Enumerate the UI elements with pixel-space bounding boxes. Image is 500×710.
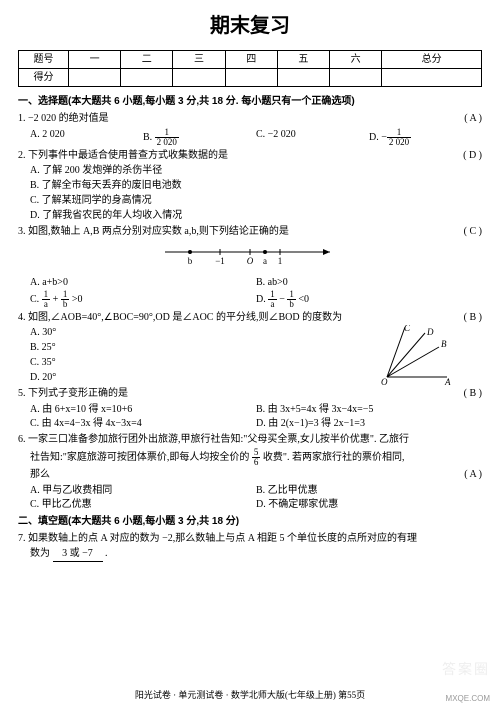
option-c: C. 1a + 1b >0 (30, 290, 256, 309)
col-head: 四 (225, 51, 277, 69)
question-3: 3. 如图,数轴上 A,B 两点分别对应实数 a,b,则下列结论正确的是 ( C… (18, 225, 482, 309)
q-text-line2: 社告知:"家庭旅游可按团体票价,即每人均按全价的 56 收费". 若两家旅行社的… (30, 448, 482, 467)
question-6: 6. 一家三口准备参加旅行团外出旅游,甲旅行社告知:"父母买全票,女儿按半价优惠… (18, 433, 482, 512)
score-cell (173, 69, 225, 87)
page-title: 期末复习 (18, 12, 482, 40)
q-text: 4. 如图,∠AOB=40°,∠BOC=90°,OD 是∠AOC 的平分线,则∠… (18, 311, 342, 325)
col-head: 一 (69, 51, 121, 69)
nl-a: a (263, 256, 267, 266)
score-cell (225, 69, 277, 87)
option-d: D. 了解我省农民的年人均收入情况 (30, 209, 482, 223)
answer: ( B ) (464, 387, 482, 401)
option-a: A. 甲与乙收费相同 (30, 484, 256, 498)
svg-text:D: D (426, 327, 434, 337)
option-b: B. 了解全市每天丢弃的废旧电池数 (30, 179, 482, 193)
score-cell (121, 69, 173, 87)
answer: ( A ) (464, 468, 482, 482)
q-text-line3: 那么 ( A ) (30, 468, 482, 482)
page-footer: 阳光试卷 · 单元测试卷 · 数学北师大版(七年级上册) 第55页 (0, 689, 500, 702)
q-text: 2. 下列事件中最适合使用普查方式收集数据的是 (18, 150, 228, 161)
option-c: C. 了解某班同学的身高情况 (30, 194, 482, 208)
q-text-line1: 6. 一家三口准备参加旅行团外出旅游,甲旅行社告知:"父母买全票,女儿按半价优惠… (18, 433, 482, 447)
answer: ( C ) (464, 225, 482, 239)
option-c: C. 由 4x=4−3x 得 4x−3x=4 (30, 417, 256, 431)
score-cell (382, 69, 482, 87)
nl-m1: −1 (215, 256, 225, 266)
col-head: 二 (121, 51, 173, 69)
watermark: MXQE.COM (446, 693, 490, 704)
col-head: 三 (173, 51, 225, 69)
answer: ( D ) (463, 149, 482, 163)
angle-diagram: C D B O A (377, 325, 452, 390)
option-a: A. 2 020 (30, 128, 143, 147)
option-b: B. 12 020 (143, 128, 256, 147)
question-5: 5. 下列式子变形正确的是 ( B ) A. 由 6+x=10 得 x=10+6… (18, 387, 482, 431)
watermark: 答案圈 (442, 660, 490, 680)
option-b: B. 由 3x+5=4x 得 3x−4x=−5 (256, 403, 482, 417)
option-b: B. ab>0 (256, 276, 482, 290)
q-text-line2: 数为 3 或 −7 . (30, 547, 482, 562)
question-4: 4. 如图,∠AOB=40°,∠BOC=90°,OD 是∠AOC 的平分线,则∠… (18, 311, 482, 385)
svg-text:B: B (441, 339, 447, 349)
col-head: 总分 (382, 51, 482, 69)
fill-blank: 3 或 −7 (53, 547, 103, 562)
section-heading: 二、填空题(本大题共 6 小题,每小题 3 分,共 18 分) (18, 515, 482, 529)
option-c: C. 甲比乙优惠 (30, 498, 256, 512)
option-c: C. −2 020 (256, 128, 369, 147)
section-heading: 一、选择题(本大题共 6 小题,每小题 3 分,共 18 分. 每小题只有一个正… (18, 95, 482, 109)
option-a: A. 了解 200 发炮弹的杀伤半径 (30, 164, 482, 178)
svg-text:C: C (404, 325, 411, 333)
question-2: 2. 下列事件中最适合使用普查方式收集数据的是 ( D ) A. 了解 200 … (18, 149, 482, 223)
option-d: D. 1a − 1b <0 (256, 290, 482, 309)
q-text: 3. 如图,数轴上 A,B 两点分别对应实数 a,b,则下列结论正确的是 (18, 226, 289, 237)
nl-1: 1 (278, 256, 283, 266)
option-a: A. a+b>0 (30, 276, 256, 290)
nl-b: b (188, 256, 193, 266)
option-d: D. 由 2(x−1)=3 得 2x−1=3 (256, 417, 482, 431)
svg-text:O: O (381, 377, 388, 385)
score-table: 题号 一 二 三 四 五 六 总分 得分 (18, 50, 482, 87)
score-cell (330, 69, 382, 87)
score-cell (69, 69, 121, 87)
row-label: 题号 (19, 51, 69, 69)
svg-text:A: A (444, 377, 451, 385)
answer: ( B ) (464, 311, 482, 325)
option-d: D. 不确定哪家优惠 (256, 498, 482, 512)
answer: ( A ) (464, 112, 482, 126)
q-text: 5. 下列式子变形正确的是 (18, 388, 128, 399)
q-text: 1. −2 020 的绝对值是 (18, 113, 109, 124)
col-head: 六 (330, 51, 382, 69)
score-cell (277, 69, 329, 87)
nl-O: O (247, 256, 254, 266)
col-head: 五 (277, 51, 329, 69)
question-1: 1. −2 020 的绝对值是 ( A ) A. 2 020 B. 12 020… (18, 112, 482, 147)
number-line: b −1 O a 1 (18, 242, 482, 273)
option-a: A. 由 6+x=10 得 x=10+6 (30, 403, 256, 417)
option-b: B. 乙比甲优惠 (256, 484, 482, 498)
q-text-line1: 7. 如果数轴上的点 A 对应的数为 −2,那么数轴上与点 A 相距 5 个单位… (18, 532, 482, 546)
row-label: 得分 (19, 69, 69, 87)
question-7: 7. 如果数轴上的点 A 对应的数为 −2,那么数轴上与点 A 相距 5 个单位… (18, 532, 482, 562)
option-d: D. −12 020 (369, 128, 482, 147)
